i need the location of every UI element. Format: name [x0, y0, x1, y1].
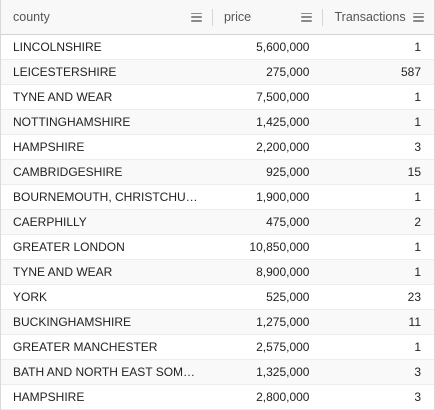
cell-transactions[interactable]: 3: [414, 364, 421, 379]
cell-transactions[interactable]: 1: [414, 189, 421, 204]
cell-price[interactable]: 1,900,000: [256, 189, 310, 204]
cell-price[interactable]: 925,000: [266, 164, 310, 179]
cell-transactions[interactable]: 1: [414, 39, 421, 54]
cell-transactions[interactable]: 23: [407, 289, 421, 304]
cell-price[interactable]: 525,000: [266, 289, 310, 304]
column-header-label: Transactions: [334, 10, 406, 24]
cell-county[interactable]: NOTTINGHAMSHIRE: [13, 114, 131, 129]
cell-transactions[interactable]: 11: [408, 314, 421, 329]
cell-transactions[interactable]: 3: [414, 139, 421, 154]
table-row[interactable]: CAMBRIDGESHIRE 925,000 15: [1, 160, 434, 185]
cell-county[interactable]: CAMBRIDGESHIRE: [13, 164, 123, 179]
table-row[interactable]: TYNE AND WEAR 7,500,000 1: [1, 85, 434, 110]
grid-body: LINCOLNSHIRE 5,600,000 1 LEICESTERSHIRE 275,…: [1, 35, 434, 410]
table-row[interactable]: NOTTINGHAMSHIRE 1,425,000 1: [1, 110, 434, 135]
table-row[interactable]: BATH AND NORTH EAST SOMER... 1,325,000 3: [1, 360, 434, 385]
cell-transactions[interactable]: 1: [414, 239, 421, 254]
column-header-transactions[interactable]: Transactions: [322, 0, 434, 34]
cell-price[interactable]: 5,600,000: [256, 39, 310, 54]
cell-price[interactable]: 275,000: [266, 64, 310, 79]
table-row[interactable]: BOURNEMOUTH, CHRISTCHURC... 1,900,000 1: [1, 185, 434, 210]
cell-transactions[interactable]: 1: [414, 89, 421, 104]
cell-price[interactable]: 8,900,000: [256, 264, 310, 279]
cell-transactions[interactable]: 1: [414, 264, 421, 279]
column-header-county[interactable]: county: [1, 0, 212, 34]
cell-price[interactable]: 1,425,000: [256, 114, 310, 129]
cell-county[interactable]: LINCOLNSHIRE: [13, 39, 102, 54]
cell-county[interactable]: BOURNEMOUTH, CHRISTCHURC...: [13, 189, 212, 204]
cell-price[interactable]: 2,575,000: [256, 339, 310, 354]
cell-transactions[interactable]: 1: [414, 339, 421, 354]
cell-transactions[interactable]: 587: [400, 64, 421, 79]
grid-header: county price Transactions: [1, 0, 434, 35]
table-row[interactable]: YORK 525,000 23: [1, 285, 434, 310]
table-row[interactable]: LINCOLNSHIRE 5,600,000 1: [1, 35, 434, 60]
cell-transactions[interactable]: 15: [407, 164, 421, 179]
column-header-price[interactable]: price: [211, 0, 323, 34]
cell-county[interactable]: BATH AND NORTH EAST SOMER...: [13, 364, 210, 379]
cell-price[interactable]: 475,000: [266, 214, 310, 229]
cell-transactions[interactable]: 2: [414, 214, 421, 229]
cell-county[interactable]: CAERPHILLY: [13, 214, 87, 229]
table-row[interactable]: LEICESTERSHIRE 275,000 587: [1, 60, 434, 85]
cell-county[interactable]: GREATER MANCHESTER: [13, 339, 158, 354]
table-row[interactable]: GREATER LONDON 10,850,000 1: [1, 235, 434, 260]
column-header-label: price: [223, 10, 252, 24]
table-row[interactable]: BUCKINGHAMSHIRE 1,275,000 11: [1, 310, 434, 335]
column-menu-icon[interactable]: [413, 12, 424, 22]
cell-county[interactable]: YORK: [13, 289, 48, 304]
cell-price[interactable]: 2,800,000: [256, 389, 310, 404]
cell-county[interactable]: HAMPSHIRE: [13, 389, 85, 404]
cell-price[interactable]: 1,325,000: [256, 364, 310, 379]
cell-price[interactable]: 10,850,000: [249, 239, 310, 254]
cell-transactions[interactable]: 1: [414, 114, 421, 129]
cell-county[interactable]: GREATER LONDON: [13, 239, 125, 254]
cell-price[interactable]: 2,200,000: [256, 139, 310, 154]
table-row[interactable]: GREATER MANCHESTER 2,575,000 1: [1, 335, 434, 360]
cell-price[interactable]: 7,500,000: [256, 89, 310, 104]
table-row[interactable]: HAMPSHIRE 2,800,000 3: [1, 385, 434, 410]
table-row[interactable]: TYNE AND WEAR 8,900,000 1: [1, 260, 434, 285]
cell-county[interactable]: LEICESTERSHIRE: [13, 64, 117, 79]
cell-county[interactable]: BUCKINGHAMSHIRE: [13, 314, 132, 329]
cell-county[interactable]: TYNE AND WEAR: [13, 264, 113, 279]
column-header-label: county: [13, 10, 50, 24]
table-row[interactable]: CAERPHILLY 475,000 2: [1, 210, 434, 235]
column-menu-icon[interactable]: [301, 12, 313, 22]
column-menu-icon[interactable]: [190, 12, 202, 22]
cell-county[interactable]: TYNE AND WEAR: [13, 89, 113, 104]
cell-price[interactable]: 1,275,000: [256, 314, 310, 329]
cell-county[interactable]: HAMPSHIRE: [13, 139, 85, 154]
table-row[interactable]: HAMPSHIRE 2,200,000 3: [1, 135, 434, 160]
cell-transactions[interactable]: 3: [414, 389, 421, 404]
